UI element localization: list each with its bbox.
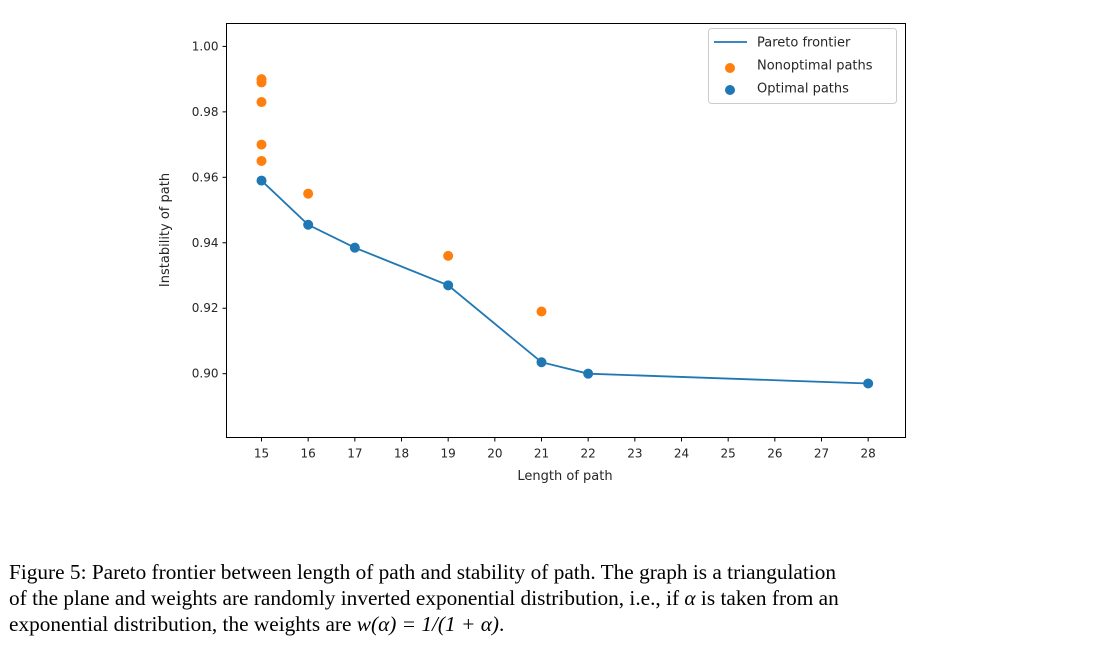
nonoptimal-point [256, 97, 267, 108]
optimal-point [349, 242, 360, 253]
x-tick-label: 23 [627, 447, 642, 461]
caption-line-2a: of the plane and weights are randomly in… [9, 586, 685, 610]
optimal-point [443, 280, 454, 291]
x-tick-label: 26 [767, 447, 782, 461]
nonoptimal-point [303, 188, 314, 199]
x-tick-label: 22 [581, 447, 596, 461]
legend-marker-nonoptimal [725, 63, 735, 73]
x-tick-label: 17 [347, 447, 362, 461]
caption-line-2b: is taken from an [695, 586, 839, 610]
optimal-point [303, 219, 314, 230]
nonoptimal-point [256, 155, 267, 166]
optimal-point [863, 378, 874, 389]
y-axis-label: Instability of path [158, 173, 173, 287]
caption-line-3a: exponential distribution, the weights ar… [9, 612, 357, 636]
y-tick-label: 0.96 [192, 170, 219, 184]
x-tick-label: 20 [487, 447, 502, 461]
x-tick-label: 28 [861, 447, 876, 461]
x-tick-label: 15 [254, 447, 269, 461]
optimal-point [536, 357, 547, 368]
plot-frame [226, 23, 906, 438]
caption-formula: w(α) = 1/(1 + α) [356, 612, 499, 636]
x-tick-label: 21 [534, 447, 549, 461]
x-tick-label: 24 [674, 447, 689, 461]
y-tick-label: 0.94 [192, 236, 219, 250]
y-tick-label: 0.98 [192, 105, 219, 119]
x-tick-label: 18 [394, 447, 409, 461]
figure-caption: Figure 5: Pareto frontier between length… [9, 559, 1105, 637]
legend: Pareto frontier Nonoptimal paths Optimal… [708, 28, 897, 104]
nonoptimal-point [256, 77, 267, 88]
legend-label-pareto: Pareto frontier [757, 36, 851, 51]
y-tick-label: 0.90 [192, 367, 219, 381]
caption-alpha: α [684, 586, 696, 610]
figure: 15 16 17 18 19 20 21 22 23 24 25 26 27 28 0.90 0.92 0.9… [158, 23, 906, 484]
pareto-chart: 15 16 17 18 19 20 21 22 23 24 25 26 27 28 0.90 0.92 0.9… [158, 23, 906, 484]
x-tick-label: 19 [441, 447, 456, 461]
x-tick-label: 27 [814, 447, 829, 461]
nonoptimal-point [536, 306, 547, 317]
nonoptimal-point [443, 250, 454, 261]
pareto-frontier-line [260, 179, 869, 385]
nonoptimal-point [256, 139, 267, 150]
y-tick-label: 0.92 [192, 301, 219, 315]
optimal-point [256, 175, 267, 186]
x-tick-label: 16 [301, 447, 316, 461]
caption-line-3b: . [498, 612, 505, 636]
legend-label-optimal: Optimal paths [757, 82, 849, 97]
x-axis-label: Length of path [517, 469, 612, 484]
legend-label-nonoptimal: Nonoptimal paths [757, 59, 873, 74]
legend-marker-optimal [725, 85, 735, 95]
y-tick-label: 1.00 [192, 39, 219, 53]
x-tick-label: 25 [721, 447, 736, 461]
caption-line-1: Figure 5: Pareto frontier between length… [9, 560, 837, 584]
optimal-point [583, 368, 594, 379]
legend-box [708, 28, 897, 104]
